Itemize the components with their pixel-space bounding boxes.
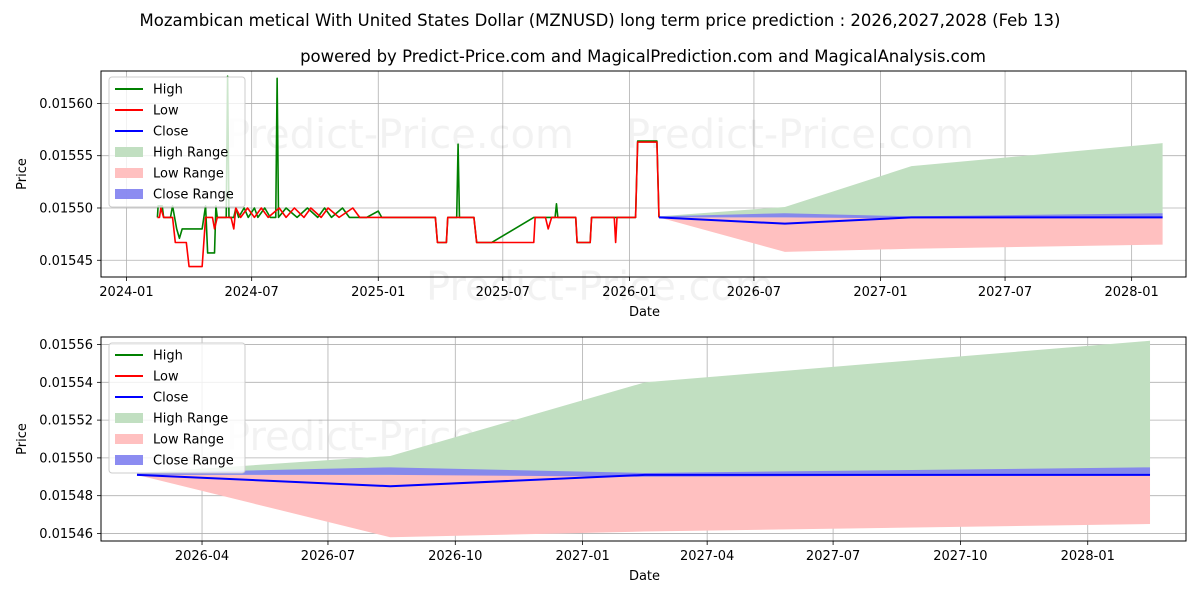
- lower-panel: Predict-Price.comPredict-Price.com2026-0…: [15, 336, 1187, 584]
- y-tick-label: 0.01546: [39, 527, 93, 542]
- high-range-band: [136, 340, 1151, 475]
- x-tick-label: 2024-01: [99, 285, 153, 300]
- chart-subtitle: powered by Predict-Price.com and Magical…: [300, 47, 986, 66]
- high-series-line: [156, 75, 660, 254]
- low-range-legend-swatch: [115, 434, 143, 444]
- close-range-legend-swatch: [115, 455, 143, 465]
- legend-label: High Range: [153, 412, 228, 427]
- low-range-band: [136, 474, 1151, 538]
- legend-label: Low: [153, 370, 179, 385]
- y-tick-label: 0.01555: [39, 149, 93, 164]
- x-axis-label: Date: [629, 305, 660, 320]
- x-tick-label: 2025-01: [351, 285, 405, 300]
- legend-label: Close Range: [153, 454, 234, 469]
- close-series-line: [658, 216, 1163, 225]
- y-axis-label: Price: [15, 158, 30, 190]
- x-tick-label: 2027-07: [806, 549, 860, 564]
- legend-label: Close Range: [153, 188, 234, 203]
- close-range-legend-swatch: [115, 189, 143, 199]
- axes-frame: [100, 336, 1187, 542]
- x-tick-label: 2028-01: [1061, 549, 1115, 564]
- watermark: Predict-Price.com: [226, 112, 574, 158]
- y-tick-label: 0.01550: [39, 201, 93, 216]
- x-tick-label: 2026-07: [727, 285, 781, 300]
- high-range-legend-swatch: [115, 147, 143, 157]
- legend: High Low Close High Range Low Range Close Ran…: [108, 342, 246, 474]
- x-tick-label: 2027-01: [555, 549, 609, 564]
- grid-lines: [101, 71, 1186, 277]
- y-tick-label: 0.01554: [39, 376, 93, 391]
- watermark: Predict-Price.com: [426, 264, 774, 310]
- y-tick-label: 0.01548: [39, 489, 93, 504]
- y-tick-label: 0.01552: [39, 414, 93, 429]
- low-range-band: [658, 217, 1163, 252]
- y-tick-label: 0.01545: [39, 254, 93, 269]
- x-tick-label: 2027-04: [680, 549, 734, 564]
- x-tick-label: 2026-01: [602, 285, 656, 300]
- legend-label: Low: [153, 104, 179, 119]
- axes-frame: [100, 70, 1187, 278]
- x-tick-label: 2025-07: [476, 285, 530, 300]
- chart-title: Mozambican metical With United States Do…: [140, 11, 1061, 30]
- x-tick-label: 2027-10: [933, 549, 987, 564]
- y-tick-label: 0.01560: [39, 97, 93, 112]
- x-tick-label: 2024-07: [225, 285, 279, 300]
- legend-label: High: [153, 83, 183, 98]
- x-tick-label: 2026-07: [301, 549, 355, 564]
- legend: High Low Close High Range Low Range Close Ran…: [108, 76, 246, 208]
- legend-label: Close: [153, 125, 188, 140]
- high-range-legend-swatch: [115, 413, 143, 423]
- x-tick-label: 2026-10: [428, 549, 482, 564]
- close-series-line: [136, 473, 1151, 488]
- low-series-line: [157, 141, 660, 268]
- watermark: Predict-Price.com: [626, 112, 974, 158]
- legend-label: Low Range: [153, 167, 224, 182]
- x-axis-label: Date: [629, 569, 660, 584]
- upper-panel: Predict-Price.com Predict-Price.com Predic…: [15, 70, 1187, 320]
- y-tick-label: 0.01550: [39, 451, 93, 466]
- x-tick-label: 2027-01: [853, 285, 907, 300]
- x-tick-label: 2027-07: [978, 285, 1032, 300]
- y-axis-label: Price: [15, 423, 30, 455]
- high-range-band: [658, 143, 1163, 218]
- low-range-legend-swatch: [115, 168, 143, 178]
- x-tick-label: 2026-04: [175, 549, 229, 564]
- y-tick-label: 0.01556: [39, 338, 93, 353]
- legend-label: Low Range: [153, 433, 224, 448]
- legend-label: High Range: [153, 146, 228, 161]
- legend-label: Close: [153, 391, 188, 406]
- x-tick-label: 2028-01: [1104, 285, 1158, 300]
- legend-label: High: [153, 349, 183, 364]
